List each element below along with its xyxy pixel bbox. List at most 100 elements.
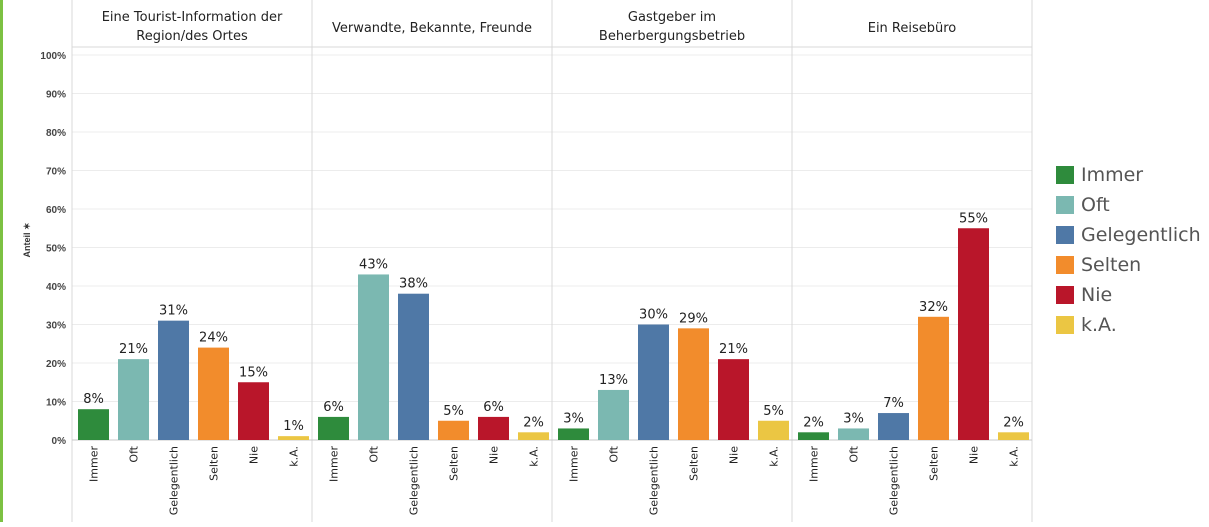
- x-tick-label: k.A.: [1008, 446, 1021, 467]
- legend-item: k.A.: [1056, 310, 1201, 340]
- y-tick-label: 20%: [46, 359, 66, 370]
- legend-item: Gelegentlich: [1056, 220, 1201, 250]
- bar: [718, 359, 749, 440]
- bar: [198, 347, 229, 440]
- legend-item: Oft: [1056, 190, 1201, 220]
- data-label: 31%: [159, 304, 188, 319]
- data-label: 55%: [959, 211, 988, 226]
- data-label: 6%: [483, 400, 504, 415]
- data-label: 2%: [803, 415, 824, 430]
- x-tick-label: k.A.: [528, 446, 541, 467]
- panel-title: Ein Reisebüro: [868, 21, 957, 36]
- x-tick-label: Nie: [248, 446, 261, 464]
- data-label: 24%: [199, 331, 228, 346]
- panel-title: Region/des Ortes: [136, 29, 248, 44]
- panel-title: Gastgeber im: [628, 10, 716, 25]
- bar: [238, 382, 269, 440]
- x-tick-label: Selten: [688, 446, 701, 481]
- x-tick-label: Oft: [608, 445, 621, 462]
- legend-swatch: [1056, 316, 1074, 334]
- panel-title: Verwandte, Bekannte, Freunde: [332, 21, 532, 36]
- data-label: 15%: [239, 365, 268, 380]
- y-tick-label: 100%: [40, 51, 66, 62]
- legend-swatch: [1056, 256, 1074, 274]
- x-tick-label: Gelegentlich: [168, 446, 181, 515]
- legend-label: Immer: [1081, 164, 1144, 186]
- bar: [78, 409, 109, 440]
- y-tick-label: 0%: [52, 436, 67, 447]
- bar: [638, 324, 669, 440]
- y-tick-label: 80%: [46, 128, 66, 139]
- bar: [998, 432, 1029, 440]
- legend-label: Selten: [1081, 254, 1142, 276]
- bar: [398, 293, 429, 440]
- bar: [878, 413, 909, 440]
- data-label: 43%: [359, 257, 388, 272]
- data-label: 2%: [523, 415, 544, 430]
- bar: [118, 359, 149, 440]
- x-tick-label: Immer: [568, 446, 581, 482]
- bar: [678, 328, 709, 440]
- data-label: 1%: [283, 419, 304, 434]
- legend: Immer Oft Gelegentlich Selten Nie k.A.: [1056, 160, 1201, 340]
- bar: [278, 436, 309, 440]
- legend-label: Nie: [1081, 284, 1113, 306]
- accent-bar: [0, 0, 3, 522]
- bar: [438, 420, 469, 440]
- x-tick-label: Nie: [968, 446, 981, 464]
- bar: [758, 420, 789, 440]
- legend-swatch: [1056, 226, 1074, 244]
- data-label: 6%: [323, 400, 344, 415]
- panel-title: Beherbergungsbetrieb: [599, 29, 745, 44]
- x-tick-label: Selten: [448, 446, 461, 481]
- x-tick-label: Gelegentlich: [648, 446, 661, 515]
- legend-item: Selten: [1056, 250, 1201, 280]
- x-tick-label: Nie: [728, 446, 741, 464]
- x-tick-label: Immer: [88, 446, 101, 482]
- legend-item: Immer: [1056, 160, 1201, 190]
- legend-swatch: [1056, 166, 1074, 184]
- y-tick-label: 50%: [46, 244, 66, 255]
- data-label: 13%: [599, 373, 628, 388]
- bar: [558, 428, 589, 440]
- bar: [798, 432, 829, 440]
- data-label: 29%: [679, 311, 708, 326]
- x-tick-label: k.A.: [288, 446, 301, 467]
- x-tick-label: k.A.: [768, 446, 781, 467]
- y-axis-label: Anteil ✶: [22, 222, 32, 257]
- x-tick-label: Oft: [368, 445, 381, 462]
- bar: [958, 228, 989, 440]
- data-label: 21%: [119, 342, 148, 357]
- x-tick-label: Immer: [808, 446, 821, 482]
- y-tick-label: 10%: [46, 398, 66, 409]
- y-tick-label: 30%: [46, 321, 66, 332]
- bar: [838, 428, 869, 440]
- data-label: 5%: [443, 404, 464, 419]
- data-label: 3%: [843, 411, 864, 426]
- y-tick-label: 70%: [46, 167, 66, 178]
- data-label: 5%: [763, 404, 784, 419]
- y-tick-label: 40%: [46, 282, 66, 293]
- x-tick-label: Nie: [488, 446, 501, 464]
- y-tick-label: 60%: [46, 205, 66, 216]
- bar: [358, 274, 389, 440]
- data-label: 3%: [563, 411, 584, 426]
- x-tick-label: Immer: [328, 446, 341, 482]
- bar: [478, 416, 509, 440]
- legend-swatch: [1056, 286, 1074, 304]
- x-tick-label: Oft: [128, 445, 141, 462]
- bar: [918, 316, 949, 440]
- data-label: 2%: [1003, 415, 1024, 430]
- x-tick-label: Gelegentlich: [408, 446, 421, 515]
- bar: [318, 416, 349, 440]
- bar: [598, 389, 629, 440]
- legend-swatch: [1056, 196, 1074, 214]
- legend-label: k.A.: [1081, 314, 1117, 336]
- x-tick-label: Oft: [848, 445, 861, 462]
- panel-title: Eine Tourist-Information der: [102, 10, 283, 25]
- legend-label: Oft: [1081, 194, 1110, 216]
- bar: [158, 320, 189, 440]
- data-label: 8%: [83, 392, 104, 407]
